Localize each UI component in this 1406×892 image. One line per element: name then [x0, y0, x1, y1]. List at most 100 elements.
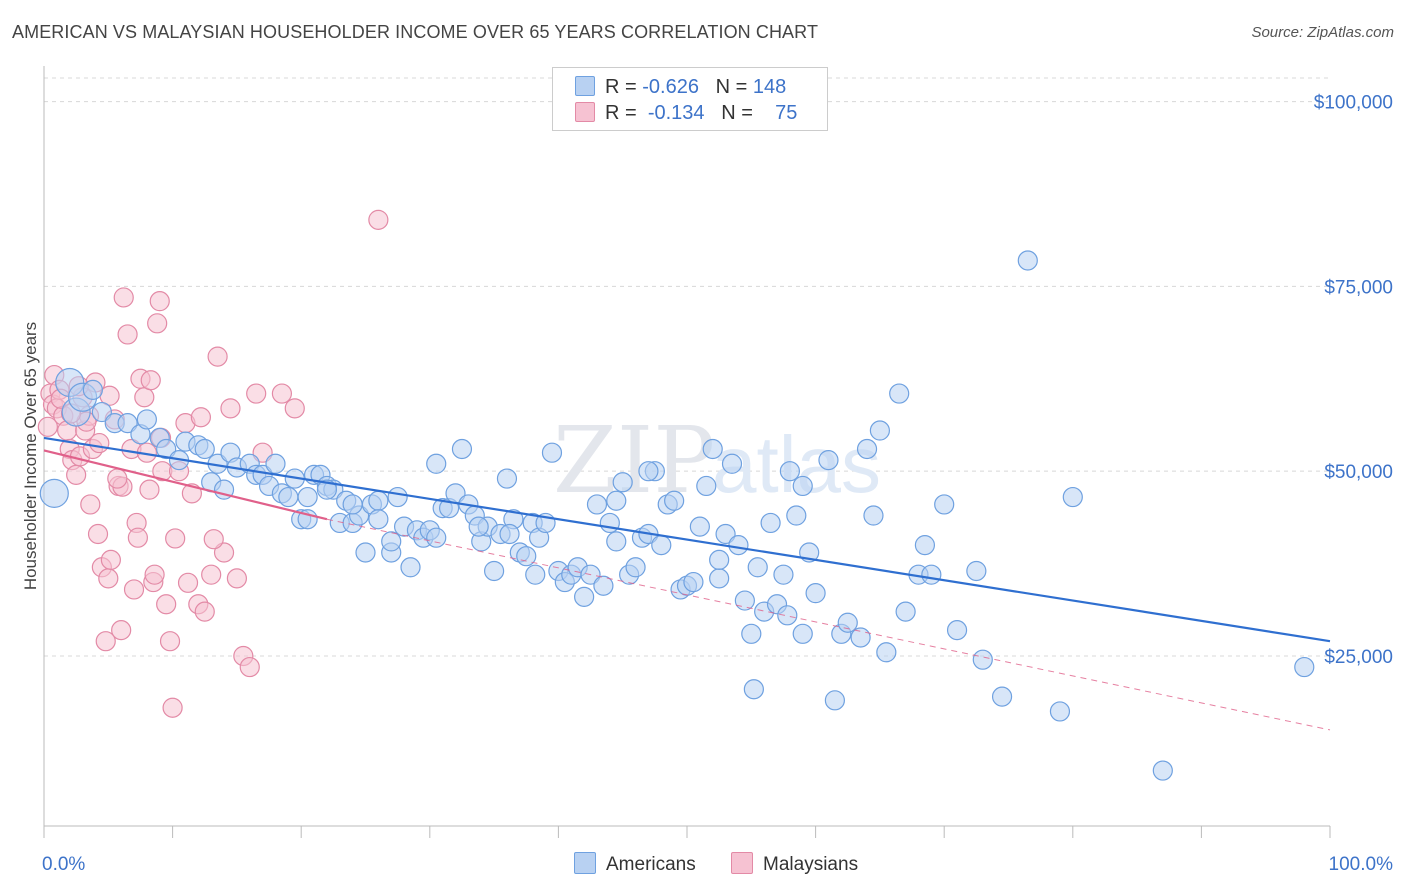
- data-point-malaysians: [87, 523, 109, 545]
- trend-line-malaysians-extension: [326, 518, 1331, 731]
- data-point-malaysians: [117, 324, 138, 345]
- data-point-americans: [889, 383, 910, 404]
- bottom-legend-malaysians: Malaysians: [731, 852, 858, 876]
- data-point-malaysians: [127, 527, 148, 548]
- data-point-americans: [741, 623, 762, 644]
- y-tick-label: $75,000: [1324, 277, 1393, 298]
- x-tick-label-max: 100.0%: [1329, 854, 1394, 875]
- data-point-americans: [496, 468, 518, 489]
- data-point-americans: [664, 490, 685, 511]
- data-point-americans: [805, 583, 826, 604]
- data-point-malaysians: [89, 432, 110, 454]
- data-point-americans: [381, 531, 402, 552]
- data-point-malaysians: [159, 631, 181, 652]
- data-point-americans: [368, 490, 389, 511]
- legend-n-value-malaysians: 75: [775, 102, 798, 124]
- data-point-americans: [689, 516, 710, 537]
- data-point-americans: [651, 534, 672, 556]
- axes: [43, 66, 1331, 838]
- data-point-malaysians: [156, 594, 177, 615]
- legend-r-label: R =: [605, 102, 637, 124]
- data-point-americans: [316, 479, 338, 500]
- data-point-americans: [265, 453, 286, 474]
- data-point-malaysians: [226, 568, 247, 589]
- bottom-legend-label-americans: Americans: [606, 854, 696, 875]
- data-point-americans: [194, 438, 215, 460]
- data-point-americans: [709, 549, 730, 570]
- data-point-americans: [966, 560, 987, 582]
- data-point-americans: [734, 590, 755, 611]
- data-point-malaysians: [220, 398, 241, 419]
- tick-labels: $25,000 $50,000 $75,000 $100,000 0.0% 100.0%: [42, 93, 1393, 875]
- data-point-americans: [156, 438, 177, 460]
- bottom-legend-americans: Americans: [574, 852, 696, 876]
- data-point-americans: [818, 449, 839, 471]
- watermark-zip: ZIP: [553, 407, 715, 514]
- data-point-americans: [869, 420, 891, 441]
- source-label: Source: ZipAtlas.com: [1251, 24, 1394, 41]
- data-point-americans: [297, 486, 318, 508]
- legend-row-americans: R = -0.626 N = 148: [575, 76, 786, 102]
- y-tick-label: $50,000: [1324, 462, 1393, 483]
- data-point-americans: [342, 494, 363, 515]
- data-point-americans: [1152, 760, 1173, 781]
- data-point-malaysians: [147, 313, 168, 334]
- data-point-americans: [117, 413, 138, 434]
- bottom-legend-label-malaysians: Malaysians: [763, 854, 859, 875]
- y-axis-label: Householder Income Over 65 years: [21, 322, 40, 590]
- data-point-americans: [786, 505, 807, 526]
- data-point-americans: [779, 461, 800, 482]
- y-tick-label: $100,000: [1314, 93, 1393, 114]
- bottom-legend: Americans Malaysians: [574, 852, 888, 876]
- data-point-americans: [355, 542, 376, 563]
- legend-n-label: N =: [715, 76, 748, 98]
- legend-r-label: R =: [605, 76, 637, 98]
- data-point-americans: [638, 461, 659, 482]
- data-point-malaysians: [194, 601, 215, 622]
- data-point-americans: [715, 523, 736, 545]
- data-point-americans: [612, 472, 633, 493]
- data-point-americans: [991, 686, 1013, 707]
- data-point-americans: [1062, 486, 1083, 508]
- data-point-americans: [451, 438, 473, 460]
- data-point-americans: [426, 527, 447, 548]
- data-point-malaysians: [162, 697, 183, 718]
- data-point-malaysians: [95, 631, 116, 652]
- data-point-malaysians: [66, 464, 87, 485]
- chart-title: AMERICAN VS MALAYSIAN HOUSEHOLDER INCOME…: [12, 22, 819, 42]
- data-point-americans: [606, 490, 627, 511]
- data-point-malaysians: [213, 542, 235, 563]
- data-point-americans: [824, 690, 845, 711]
- x-tick-label-min: 0.0%: [42, 854, 85, 875]
- data-point-americans: [747, 557, 768, 578]
- data-point-americans: [525, 564, 546, 585]
- data-point-malaysians: [111, 620, 132, 641]
- data-point-malaysians: [144, 564, 165, 585]
- data-point-malaysians: [140, 370, 161, 391]
- y-tick-label: $25,000: [1324, 647, 1393, 668]
- data-point-malaysians: [113, 287, 134, 308]
- series-americans: [39, 250, 1315, 781]
- data-point-americans: [972, 649, 993, 670]
- data-point-malaysians: [165, 528, 186, 549]
- data-point-malaysians: [134, 387, 155, 408]
- legend-swatch-americans: [575, 76, 595, 96]
- data-point-americans: [1049, 701, 1071, 722]
- data-point-americans: [696, 475, 717, 497]
- bottom-swatch-americans: [574, 852, 596, 874]
- data-point-americans: [921, 564, 942, 585]
- data-point-americans: [368, 509, 389, 530]
- data-point-malaysians: [368, 209, 389, 230]
- data-point-americans: [777, 605, 798, 626]
- data-point-americans: [946, 620, 968, 641]
- data-point-americans: [541, 442, 563, 463]
- data-point-malaysians: [203, 529, 224, 550]
- legend: R = -0.626 N = 148 R = -0.134 N = 75: [552, 67, 828, 131]
- data-point-americans: [760, 512, 781, 534]
- data-point-americans: [702, 438, 723, 460]
- data-point-americans: [743, 679, 764, 700]
- data-point-americans: [400, 557, 421, 578]
- data-point-americans: [934, 494, 955, 515]
- data-point-malaysians: [201, 564, 222, 585]
- data-point-malaysians: [139, 479, 160, 500]
